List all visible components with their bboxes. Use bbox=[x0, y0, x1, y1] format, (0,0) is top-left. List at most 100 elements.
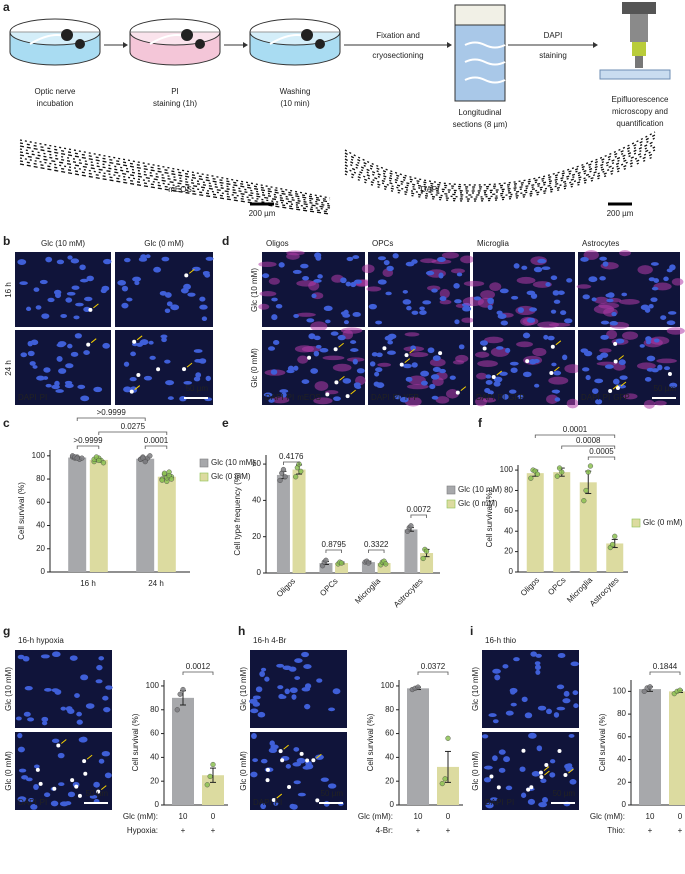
panel-label: a bbox=[3, 0, 10, 14]
pi-cell bbox=[549, 371, 554, 376]
nucleus bbox=[493, 376, 503, 383]
nucleus bbox=[275, 303, 283, 309]
stain bbox=[598, 302, 620, 309]
pi-cell bbox=[333, 347, 338, 352]
nucleus bbox=[27, 717, 35, 722]
nucleus bbox=[314, 252, 322, 259]
nucleus bbox=[161, 337, 167, 343]
bracket bbox=[76, 445, 100, 449]
nucleus bbox=[529, 358, 537, 365]
nucleus bbox=[419, 310, 427, 315]
nucleus bbox=[17, 746, 25, 753]
arrow bbox=[612, 384, 619, 390]
nucleus bbox=[419, 306, 425, 311]
pi-cell bbox=[265, 767, 270, 772]
nucleus bbox=[75, 302, 84, 307]
nerve-image bbox=[344, 131, 656, 186]
stain bbox=[583, 250, 599, 260]
stain bbox=[451, 268, 465, 274]
micrograph bbox=[368, 252, 470, 327]
p-value: 0.0001 bbox=[144, 436, 169, 445]
nucleus bbox=[80, 395, 90, 402]
pi-cell bbox=[563, 773, 568, 778]
nucleus bbox=[449, 375, 456, 380]
bracket bbox=[417, 671, 449, 675]
nucleus bbox=[117, 280, 127, 286]
nucleus bbox=[271, 314, 278, 321]
nucleus bbox=[26, 306, 32, 312]
nerve-image bbox=[19, 151, 331, 207]
nucleus bbox=[148, 340, 154, 345]
data-point bbox=[159, 477, 165, 483]
nucleus bbox=[33, 764, 40, 769]
stain bbox=[361, 264, 375, 274]
nucleus bbox=[23, 711, 31, 717]
nucleus bbox=[71, 285, 80, 290]
nucleus bbox=[387, 340, 394, 345]
nucleus bbox=[101, 285, 110, 292]
y-tick-label: 60 bbox=[385, 729, 394, 738]
nucleus bbox=[604, 364, 614, 369]
nucleus bbox=[646, 355, 656, 362]
nucleus bbox=[664, 366, 671, 371]
bar bbox=[579, 482, 597, 572]
data-point bbox=[168, 476, 175, 482]
nucleus bbox=[352, 312, 361, 317]
arrow bbox=[316, 753, 322, 759]
nucleus bbox=[57, 341, 67, 347]
nucleus bbox=[123, 386, 132, 393]
step-label: microscopy and bbox=[612, 107, 668, 116]
nucleus bbox=[263, 392, 273, 397]
nucleus bbox=[562, 354, 568, 361]
column-label: Glc (10 mM) bbox=[41, 239, 85, 248]
p-value: >0.9999 bbox=[73, 436, 103, 445]
bracket bbox=[76, 417, 146, 421]
nucleus bbox=[27, 340, 33, 347]
nucleus bbox=[332, 688, 341, 695]
nucleus bbox=[101, 751, 111, 757]
pi-cell bbox=[88, 307, 93, 312]
nucleus bbox=[45, 383, 52, 388]
p-value: >0.9999 bbox=[97, 408, 127, 417]
nucleus bbox=[497, 313, 507, 319]
pi-cell bbox=[86, 342, 91, 347]
nucleus bbox=[311, 293, 317, 299]
stain bbox=[476, 372, 488, 380]
nucleus bbox=[618, 384, 627, 389]
data-point bbox=[534, 471, 541, 477]
nucleus bbox=[483, 765, 493, 770]
nucleus bbox=[487, 304, 493, 310]
data-point bbox=[204, 782, 210, 788]
arrow bbox=[404, 358, 411, 363]
nucleus bbox=[330, 331, 339, 336]
nucleus bbox=[166, 301, 173, 307]
nucleus bbox=[249, 698, 258, 704]
nucleus bbox=[105, 685, 113, 690]
nucleus bbox=[21, 775, 29, 780]
nucleus bbox=[164, 308, 171, 313]
stain bbox=[643, 399, 655, 409]
row-label: 4-Br: bbox=[376, 826, 393, 835]
nucleus bbox=[73, 315, 80, 320]
stain bbox=[404, 332, 420, 337]
nucleus bbox=[47, 297, 55, 303]
data-point bbox=[581, 498, 587, 504]
nucleus bbox=[76, 719, 83, 725]
nucleus bbox=[485, 802, 494, 809]
nucleus bbox=[273, 801, 279, 806]
nucleus bbox=[669, 264, 676, 271]
nucleus bbox=[121, 302, 129, 309]
y-tick-label: 0 bbox=[155, 800, 160, 809]
bracket bbox=[410, 514, 427, 518]
y-tick-label: 40 bbox=[504, 526, 513, 535]
nucleus bbox=[499, 288, 509, 294]
scope bbox=[622, 2, 656, 14]
data-point bbox=[420, 555, 426, 562]
nucleus bbox=[44, 687, 52, 692]
nucleus bbox=[368, 303, 377, 310]
nucleus bbox=[85, 703, 95, 709]
nucleus bbox=[79, 736, 88, 743]
nucleus bbox=[294, 676, 301, 680]
nucleus bbox=[493, 381, 501, 387]
treatment-label: + bbox=[648, 826, 653, 835]
